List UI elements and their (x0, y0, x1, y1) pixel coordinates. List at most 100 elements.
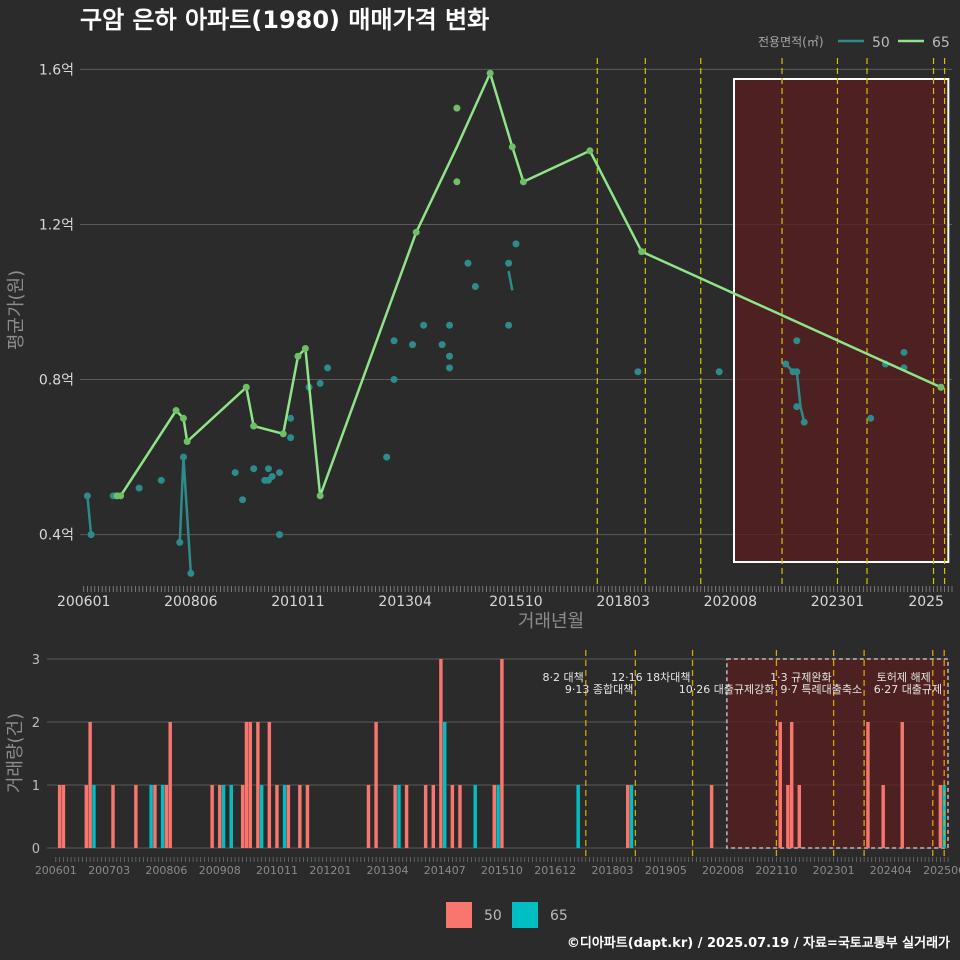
bar-65 (282, 785, 287, 848)
x-tick-label: 201803 (591, 864, 633, 877)
series-50-point (287, 434, 295, 442)
bar-50 (500, 659, 504, 848)
bar-50 (256, 722, 260, 848)
y-axis-label: 평균가(원) (6, 270, 27, 350)
bar-50 (248, 722, 252, 848)
series-50-point (793, 368, 801, 376)
bar-50 (778, 722, 782, 848)
x-tick-label: 202110 (755, 864, 797, 877)
bar-50 (423, 785, 428, 848)
y-tick-label: 1.2억 (39, 217, 74, 233)
series-50-point (187, 569, 195, 577)
series-65-point (508, 143, 516, 151)
series-50-point (276, 469, 284, 477)
series-50-point (505, 321, 513, 329)
legend-label-65: 65 (932, 35, 950, 51)
x-tick-label: 202506 (923, 864, 960, 877)
x-tick-label: 201407 (424, 864, 466, 877)
x-tick-label: 201510 (489, 594, 542, 610)
bar-50 (168, 722, 172, 848)
y-tick-label: 0 (32, 842, 40, 857)
bar-50 (298, 785, 302, 848)
series-65-point (117, 492, 125, 500)
bar-50 (210, 785, 214, 848)
series-65-point (937, 383, 945, 391)
bar-50 (458, 785, 462, 848)
x-tick-label: 201011 (271, 594, 324, 610)
x-tick-label: 200806 (164, 594, 218, 610)
series-65-point (412, 228, 420, 236)
policy-label: 1·3 규제완화 (770, 671, 831, 684)
bar-legend-label-50: 50 (484, 908, 502, 924)
series-50-point (464, 259, 472, 267)
bar-65 (229, 785, 233, 848)
x-tick-label: 201304 (378, 594, 432, 610)
x-tick-label: 200806 (145, 864, 187, 877)
bar-50 (366, 785, 371, 848)
bar-50 (218, 785, 222, 848)
bar-50 (404, 785, 409, 848)
series-50-point (800, 418, 808, 426)
bar-50 (267, 722, 272, 848)
legend-label-50: 50 (872, 35, 890, 51)
bar-50 (61, 785, 66, 848)
x-tick-label: 202301 (811, 594, 864, 610)
bar-50 (393, 785, 397, 848)
bar-50 (450, 785, 455, 848)
series-50-point (276, 531, 284, 539)
series-65-point (638, 248, 646, 256)
bar-65 (496, 785, 500, 848)
series-50-point (505, 259, 513, 267)
series-50-point (715, 368, 723, 376)
series-50-point (176, 538, 184, 546)
bar-50 (244, 722, 249, 848)
bar-legend-label-65: 65 (550, 908, 568, 924)
bar-65 (92, 785, 96, 848)
bar-50 (866, 722, 870, 848)
series-50-point (231, 469, 239, 477)
y-axis-label: 거래량(건) (5, 713, 26, 793)
y-tick-label: 1 (32, 779, 40, 794)
series-50-point (324, 364, 332, 372)
bar-50 (938, 785, 943, 848)
series-65-point (279, 430, 287, 438)
x-tick-label: 200601 (57, 594, 110, 610)
bar-50 (881, 785, 885, 848)
y-tick-label: 3 (32, 653, 40, 668)
policy-label: 토허제 해제 (877, 670, 931, 684)
bar-65 (629, 785, 634, 848)
y-tick-label: 2 (32, 716, 40, 731)
series-50-point (316, 379, 324, 387)
series-50-point (445, 364, 453, 372)
series-50-point (900, 348, 908, 356)
bar-50 (431, 785, 435, 848)
series-50-point (87, 531, 95, 539)
series-50-point (445, 352, 453, 360)
bar-50 (709, 785, 714, 848)
series-65-point (242, 383, 250, 391)
x-tick-label: 201905 (645, 864, 687, 877)
bar-50 (57, 785, 62, 848)
footer-credit: ©디아파트(dapt.kr) / 2025.07.19 / 자료=국토교통부 실… (567, 935, 950, 951)
x-tick-label: 201803 (596, 594, 649, 610)
highlight-box (733, 78, 950, 563)
bar-legend-swatch-65 (512, 902, 538, 928)
x-tick-label: 201612 (534, 864, 576, 877)
bar-50 (275, 785, 279, 848)
x-tick-label: 200601 (35, 864, 77, 877)
series-50-point (157, 476, 165, 484)
bar-legend-swatch-50 (446, 902, 472, 928)
series-50-point (634, 368, 642, 376)
series-65-point (519, 178, 527, 186)
bar-65 (149, 785, 153, 848)
bar-50 (374, 722, 378, 848)
series-50-point (793, 337, 801, 345)
bar-50 (626, 785, 630, 848)
series-50-point (268, 472, 276, 480)
bar-50 (111, 785, 115, 848)
legend-title: 전용면적(㎡) (758, 35, 824, 49)
bar-50 (134, 785, 138, 848)
bar-50 (305, 785, 310, 848)
